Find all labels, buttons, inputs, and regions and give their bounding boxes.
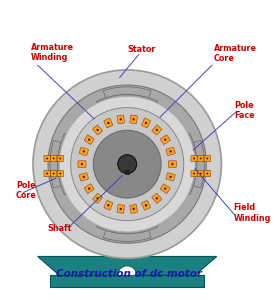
Circle shape: [206, 172, 208, 175]
Circle shape: [59, 158, 61, 159]
Circle shape: [206, 158, 208, 159]
Text: Armature
Winding: Armature Winding: [31, 43, 74, 62]
Circle shape: [83, 150, 85, 152]
Circle shape: [169, 150, 172, 152]
Wedge shape: [182, 134, 197, 195]
Circle shape: [33, 70, 221, 258]
FancyBboxPatch shape: [84, 184, 94, 194]
Text: Field
Winding: Field Winding: [234, 203, 271, 223]
FancyBboxPatch shape: [79, 173, 89, 181]
FancyBboxPatch shape: [141, 200, 150, 210]
Circle shape: [200, 158, 202, 159]
Text: Armature
Core: Armature Core: [214, 44, 257, 63]
FancyBboxPatch shape: [78, 161, 86, 167]
Wedge shape: [50, 140, 63, 188]
FancyBboxPatch shape: [191, 170, 197, 177]
Text: Pole
Core: Pole Core: [16, 181, 37, 200]
FancyBboxPatch shape: [160, 184, 170, 194]
Circle shape: [81, 163, 83, 165]
Bar: [125, 170, 129, 175]
Circle shape: [169, 176, 172, 178]
Circle shape: [93, 130, 161, 198]
FancyBboxPatch shape: [204, 170, 210, 177]
Circle shape: [164, 188, 166, 190]
FancyBboxPatch shape: [57, 155, 64, 162]
Circle shape: [133, 118, 135, 121]
Circle shape: [97, 197, 99, 200]
Circle shape: [133, 208, 135, 210]
FancyBboxPatch shape: [166, 173, 175, 181]
Wedge shape: [103, 229, 151, 242]
Circle shape: [120, 118, 122, 121]
FancyBboxPatch shape: [166, 147, 175, 156]
FancyBboxPatch shape: [79, 147, 89, 156]
FancyBboxPatch shape: [104, 118, 113, 128]
FancyBboxPatch shape: [160, 135, 170, 145]
Text: Shaft: Shaft: [47, 224, 72, 233]
FancyBboxPatch shape: [93, 193, 103, 203]
FancyBboxPatch shape: [117, 115, 125, 124]
Text: Pole
Face: Pole Face: [235, 101, 255, 120]
Circle shape: [88, 139, 90, 141]
Wedge shape: [97, 218, 158, 234]
FancyBboxPatch shape: [191, 155, 197, 162]
Bar: [50, 275, 204, 286]
FancyBboxPatch shape: [204, 155, 210, 162]
FancyBboxPatch shape: [197, 155, 204, 162]
FancyBboxPatch shape: [117, 205, 125, 213]
Circle shape: [107, 204, 109, 206]
FancyBboxPatch shape: [130, 205, 138, 213]
Wedge shape: [103, 87, 151, 100]
Wedge shape: [97, 94, 158, 110]
Circle shape: [59, 172, 61, 175]
Circle shape: [164, 139, 166, 141]
Circle shape: [48, 85, 206, 243]
Wedge shape: [118, 266, 137, 275]
Circle shape: [171, 163, 174, 165]
Wedge shape: [192, 140, 204, 188]
FancyBboxPatch shape: [51, 170, 57, 177]
FancyBboxPatch shape: [57, 170, 64, 177]
Text: Stator: Stator: [127, 45, 156, 54]
Circle shape: [71, 108, 184, 221]
Wedge shape: [57, 134, 73, 195]
FancyBboxPatch shape: [152, 125, 162, 135]
Circle shape: [156, 197, 158, 200]
Circle shape: [88, 188, 90, 190]
FancyBboxPatch shape: [84, 135, 94, 145]
Circle shape: [83, 176, 85, 178]
Circle shape: [156, 129, 158, 131]
Polygon shape: [38, 256, 217, 275]
Circle shape: [97, 129, 99, 131]
Circle shape: [46, 172, 48, 175]
FancyBboxPatch shape: [51, 155, 57, 162]
FancyBboxPatch shape: [197, 170, 204, 177]
FancyBboxPatch shape: [141, 118, 150, 128]
Circle shape: [59, 96, 195, 232]
FancyBboxPatch shape: [93, 125, 103, 135]
Circle shape: [200, 172, 202, 175]
Circle shape: [120, 208, 122, 210]
Circle shape: [145, 122, 147, 124]
Circle shape: [193, 158, 195, 159]
Circle shape: [193, 172, 195, 175]
Circle shape: [145, 204, 147, 206]
Circle shape: [46, 158, 48, 159]
Circle shape: [53, 172, 55, 175]
FancyBboxPatch shape: [168, 161, 177, 167]
Circle shape: [53, 158, 55, 159]
Circle shape: [118, 155, 137, 174]
FancyBboxPatch shape: [130, 115, 138, 124]
FancyBboxPatch shape: [152, 193, 162, 203]
FancyBboxPatch shape: [44, 170, 50, 177]
FancyBboxPatch shape: [104, 200, 113, 210]
FancyBboxPatch shape: [44, 155, 50, 162]
Text: Construction of dc motor: Construction of dc motor: [56, 269, 202, 279]
Circle shape: [107, 122, 109, 124]
